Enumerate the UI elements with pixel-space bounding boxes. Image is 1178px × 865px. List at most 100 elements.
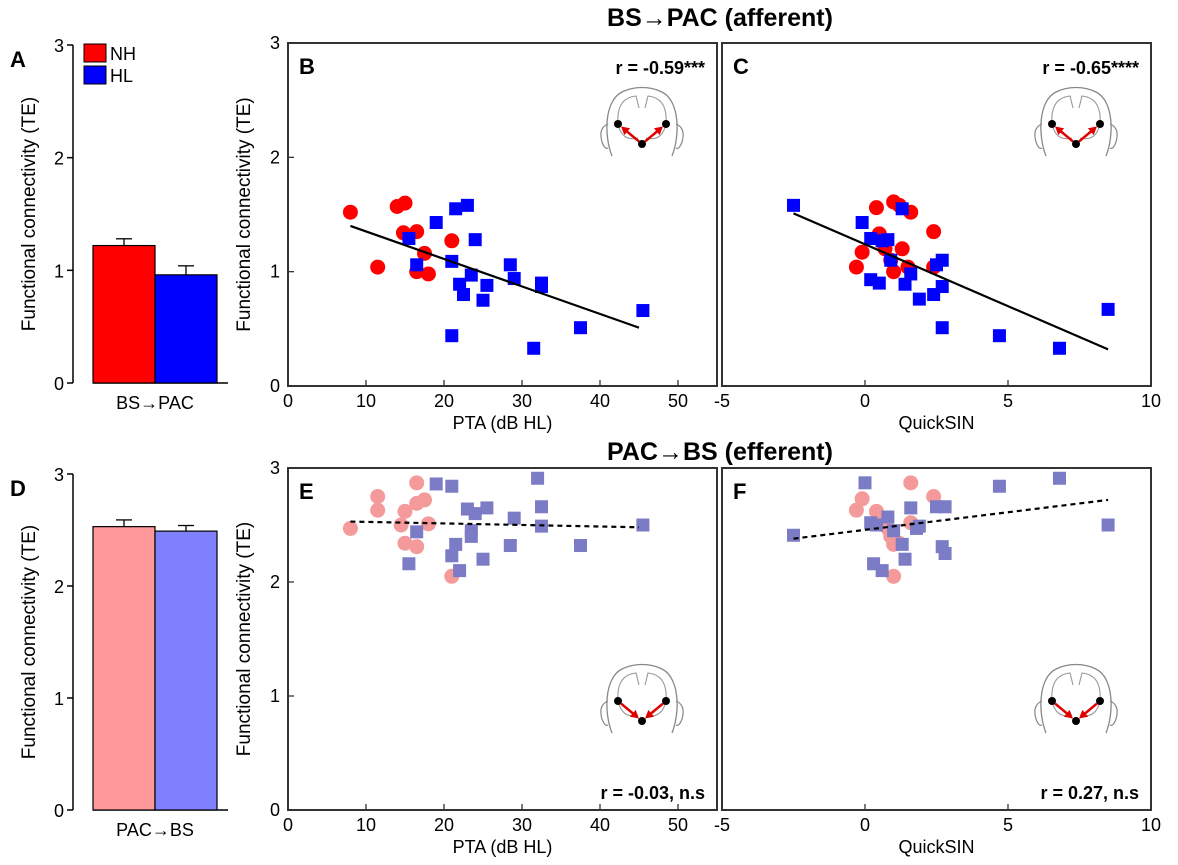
y-tick-label: 1 [54, 261, 64, 281]
point-hl [449, 537, 463, 551]
panel-letter: C [733, 54, 749, 79]
x-tick-label: 50 [668, 815, 688, 835]
ear-right [675, 123, 684, 149]
panel-A: A 0 1 2 3 Functional connectivity (TE) BS→PAC [10, 36, 228, 413]
point-nh [848, 502, 864, 518]
point-hl [468, 233, 482, 247]
y-tick-label: 2 [270, 147, 280, 167]
node-dot [1048, 697, 1056, 705]
arrow-head [1079, 709, 1089, 719]
section-title-afferent: BS→PAC (afferent) [607, 4, 833, 32]
x-tick-label: 0 [283, 815, 293, 835]
brain-hemispheres [1051, 95, 1101, 140]
plot-frame [721, 42, 1152, 387]
panel-F: F -5 0 5 10 QuickSIN r = 0.27, n.s [714, 467, 1161, 857]
point-hl [855, 216, 869, 230]
point-hl [445, 329, 459, 343]
plot-frame [287, 467, 718, 811]
point-hl [574, 539, 587, 553]
point-nh [417, 492, 432, 508]
brain-hemispheres [617, 672, 667, 717]
x-axis-label: PTA (dB HL) [453, 413, 553, 433]
point-hl [535, 500, 548, 514]
head-outline [1040, 663, 1112, 734]
x-tick-label: 10 [356, 815, 376, 835]
correlation-annotation: r = 0.27, n.s [1040, 783, 1139, 803]
connection-arrow [648, 702, 664, 717]
point-hl [904, 501, 918, 515]
point-nh [886, 568, 902, 584]
point-hl [938, 547, 952, 560]
x-axis-label: QuickSIN [898, 413, 974, 433]
point-nh [370, 259, 386, 275]
point-hl [787, 528, 800, 542]
x-tick-label: -5 [714, 815, 730, 835]
node-dot [1096, 697, 1104, 705]
point-hl [464, 529, 478, 543]
arrow-head [1055, 126, 1065, 136]
node-dot [614, 120, 622, 128]
arrow-head [653, 126, 663, 136]
y-tick-label: 0 [270, 800, 280, 820]
point-hl [449, 202, 463, 216]
point-hl [898, 277, 912, 291]
connection-arrow [1054, 702, 1070, 717]
x-tick-label: 0 [283, 391, 293, 411]
plot-frame [287, 42, 718, 387]
ear-left [600, 700, 609, 726]
point-hl [992, 479, 1006, 493]
point-hl [864, 232, 878, 246]
point-hl [858, 476, 872, 490]
correlation-annotation: r = -0.59*** [615, 58, 705, 78]
node-dot [662, 120, 670, 128]
node-dot [1096, 120, 1104, 128]
point-hl [636, 304, 650, 318]
point-nh [926, 224, 942, 240]
point-hl [464, 268, 478, 282]
y-tick-label: 2 [270, 572, 280, 592]
point-hl [402, 557, 416, 571]
y-tick-label: 0 [54, 374, 64, 394]
legend-swatch-nh [83, 43, 107, 63]
x-axis-label: QuickSIN [898, 837, 974, 857]
legend-label-hl: HL [110, 66, 133, 86]
point-hl [1052, 471, 1066, 485]
y-tick-label: 3 [54, 465, 64, 485]
point-hl [476, 552, 490, 566]
panel-B: B 0 10 20 30 40 50 0 1 2 3 PTA (dB HL) Functional co… [234, 33, 718, 433]
node-dot [1072, 717, 1080, 725]
x-tick-label: 30 [512, 815, 532, 835]
point-hl [503, 539, 517, 553]
ear-left [1034, 123, 1043, 149]
x-tick-label: 50 [668, 391, 688, 411]
regression-line [793, 498, 1109, 540]
bar-hl [154, 530, 218, 811]
point-hl [935, 321, 949, 335]
ear-right [1109, 123, 1118, 149]
connection-arrow [1058, 128, 1074, 143]
x-axis-label: PTA (dB HL) [453, 837, 553, 857]
x-tick-label: 10 [1141, 391, 1161, 411]
y-axis-label: Functional connectivity (TE) [19, 97, 40, 331]
point-hl [787, 198, 800, 212]
plot-frame [721, 467, 1152, 811]
point-hl [898, 552, 912, 566]
point-hl [429, 216, 443, 230]
point-hl [938, 500, 952, 514]
point-nh [397, 195, 413, 211]
regression-line [350, 520, 640, 529]
node-dot [1072, 140, 1080, 148]
point-hl [457, 288, 470, 302]
point-hl [503, 258, 517, 272]
point-hl [887, 524, 901, 538]
x-tick-label: 0 [860, 815, 870, 835]
point-nh [886, 264, 902, 280]
point-hl [912, 519, 926, 533]
panel-D: D 0 1 2 3 Functional connectivity (TE) PAC→BS [10, 465, 228, 840]
bar-hl [154, 274, 218, 384]
point-hl [507, 511, 521, 525]
ear-left [600, 123, 609, 149]
connection-arrow [624, 128, 640, 143]
point-hl [875, 564, 889, 578]
